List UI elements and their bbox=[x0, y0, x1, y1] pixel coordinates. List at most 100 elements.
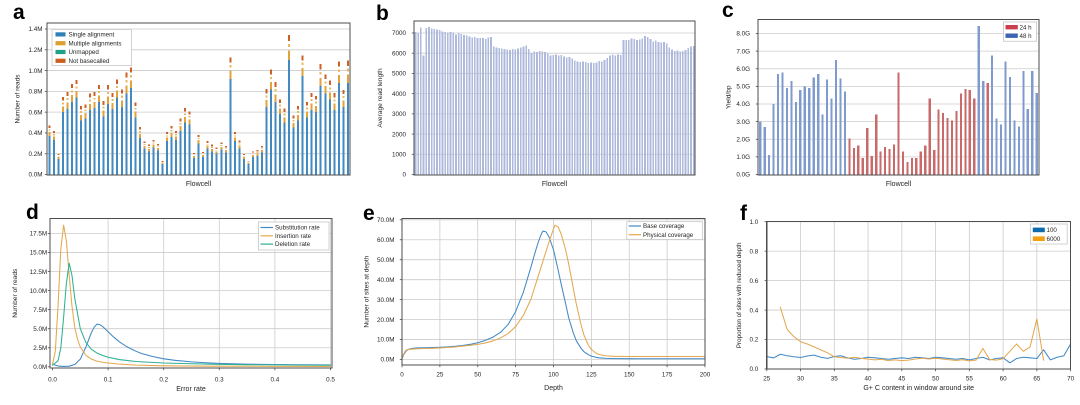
svg-text:1.0: 1.0 bbox=[750, 219, 759, 226]
svg-text:25: 25 bbox=[436, 372, 444, 379]
svg-text:1.0G: 1.0G bbox=[736, 154, 750, 161]
svg-text:15.0M: 15.0M bbox=[30, 250, 48, 257]
svg-text:45: 45 bbox=[898, 376, 906, 383]
svg-text:35: 35 bbox=[831, 376, 839, 383]
svg-text:0.2M: 0.2M bbox=[29, 151, 43, 158]
svg-text:0.4: 0.4 bbox=[271, 377, 280, 384]
svg-text:Flowcell: Flowcell bbox=[886, 181, 912, 188]
svg-text:30.0M: 30.0M bbox=[377, 297, 395, 304]
svg-text:7000: 7000 bbox=[392, 30, 407, 37]
svg-text:25: 25 bbox=[763, 376, 771, 383]
svg-text:4000: 4000 bbox=[392, 91, 407, 98]
svg-text:5.0M: 5.0M bbox=[33, 326, 47, 333]
svg-text:0.2: 0.2 bbox=[750, 337, 759, 344]
svg-text:c: c bbox=[722, 0, 734, 22]
svg-text:150: 150 bbox=[624, 372, 635, 379]
svg-text:Flowcell: Flowcell bbox=[186, 181, 212, 188]
svg-text:70: 70 bbox=[1067, 376, 1075, 383]
svg-text:0.2: 0.2 bbox=[159, 377, 168, 384]
svg-text:75: 75 bbox=[512, 372, 520, 379]
svg-text:0.4: 0.4 bbox=[750, 307, 759, 314]
svg-text:6000: 6000 bbox=[1047, 236, 1061, 243]
svg-text:G+ C content in window around: G+ C content in window around site bbox=[863, 385, 974, 392]
svg-text:Flowcell: Flowcell bbox=[542, 181, 568, 188]
svg-text:2.5M: 2.5M bbox=[33, 345, 47, 352]
svg-text:0.1: 0.1 bbox=[104, 377, 113, 384]
svg-text:0: 0 bbox=[402, 172, 406, 179]
svg-text:8.0G: 8.0G bbox=[736, 31, 750, 38]
svg-text:0.0M: 0.0M bbox=[381, 357, 395, 364]
svg-text:6000: 6000 bbox=[392, 50, 407, 57]
svg-text:0.0: 0.0 bbox=[48, 377, 57, 384]
svg-text:d: d bbox=[26, 201, 39, 224]
svg-text:Not basecalled: Not basecalled bbox=[69, 58, 110, 65]
svg-text:0.4M: 0.4M bbox=[29, 130, 43, 137]
svg-text:10.0M: 10.0M bbox=[30, 288, 48, 295]
svg-text:Base coverage: Base coverage bbox=[643, 223, 685, 230]
svg-text:Average read length: Average read length bbox=[377, 68, 384, 128]
svg-text:0.6: 0.6 bbox=[750, 278, 759, 285]
svg-text:65: 65 bbox=[1033, 376, 1041, 383]
svg-text:Depth: Depth bbox=[544, 385, 563, 392]
svg-text:0.0G: 0.0G bbox=[736, 172, 750, 179]
svg-text:Unmapped: Unmapped bbox=[69, 49, 100, 56]
svg-text:0.8: 0.8 bbox=[750, 248, 759, 255]
svg-text:100: 100 bbox=[548, 372, 559, 379]
svg-text:Number of sites at depth: Number of sites at depth bbox=[364, 255, 371, 327]
svg-text:0: 0 bbox=[400, 372, 404, 379]
svg-text:40.0M: 40.0M bbox=[377, 277, 395, 284]
svg-text:0.0M: 0.0M bbox=[29, 172, 43, 179]
svg-text:5.0G: 5.0G bbox=[736, 84, 750, 91]
svg-text:175: 175 bbox=[662, 372, 673, 379]
svg-text:70.0M: 70.0M bbox=[377, 217, 395, 224]
svg-text:0.6M: 0.6M bbox=[29, 109, 43, 116]
svg-text:0.5: 0.5 bbox=[326, 377, 335, 384]
svg-text:40: 40 bbox=[865, 376, 873, 383]
svg-text:Insertion rate: Insertion rate bbox=[275, 233, 312, 240]
svg-text:0.0: 0.0 bbox=[750, 366, 759, 373]
svg-text:Proportion of sites with reduc: Proportion of sites with reduced depth bbox=[736, 242, 743, 348]
svg-text:55: 55 bbox=[966, 376, 974, 383]
svg-text:200: 200 bbox=[700, 372, 711, 379]
svg-text:Number of reads: Number of reads bbox=[12, 268, 19, 318]
svg-text:Single alignment: Single alignment bbox=[69, 32, 115, 39]
svg-text:50: 50 bbox=[932, 376, 940, 383]
svg-text:0.3: 0.3 bbox=[215, 377, 224, 384]
svg-text:Multiple alignments: Multiple alignments bbox=[69, 40, 122, 47]
svg-text:b: b bbox=[376, 2, 389, 25]
svg-text:1.4M: 1.4M bbox=[29, 26, 43, 33]
svg-text:20.0M: 20.0M bbox=[377, 317, 395, 324]
svg-text:6.0G: 6.0G bbox=[736, 66, 750, 73]
svg-text:30: 30 bbox=[797, 376, 805, 383]
svg-text:1.2M: 1.2M bbox=[29, 47, 43, 54]
svg-text:3.0G: 3.0G bbox=[736, 119, 750, 126]
svg-text:a: a bbox=[13, 1, 25, 24]
svg-text:Deletion rate: Deletion rate bbox=[275, 241, 311, 248]
svg-text:12.5M: 12.5M bbox=[30, 269, 48, 276]
svg-text:125: 125 bbox=[586, 372, 597, 379]
svg-text:e: e bbox=[363, 202, 375, 225]
svg-text:1000: 1000 bbox=[392, 151, 407, 158]
svg-text:60.0M: 60.0M bbox=[377, 237, 395, 244]
svg-text:24 h: 24 h bbox=[1020, 25, 1033, 32]
svg-text:100: 100 bbox=[1047, 227, 1058, 234]
svg-text:50.0M: 50.0M bbox=[377, 257, 395, 264]
svg-text:10.0M: 10.0M bbox=[377, 337, 395, 344]
svg-text:2.0G: 2.0G bbox=[736, 136, 750, 143]
svg-text:2000: 2000 bbox=[392, 131, 407, 138]
svg-text:Error rate: Error rate bbox=[176, 386, 206, 393]
svg-text:48 h: 48 h bbox=[1020, 33, 1033, 40]
svg-text:Substitution rate: Substitution rate bbox=[275, 225, 320, 232]
svg-text:50: 50 bbox=[474, 372, 482, 379]
svg-text:60: 60 bbox=[1000, 376, 1008, 383]
svg-text:5000: 5000 bbox=[392, 71, 407, 78]
svg-text:7.0G: 7.0G bbox=[736, 48, 750, 55]
svg-text:f: f bbox=[740, 202, 748, 225]
svg-text:0.0M: 0.0M bbox=[33, 364, 47, 371]
svg-text:7.5M: 7.5M bbox=[33, 307, 47, 314]
svg-text:0.8M: 0.8M bbox=[29, 89, 43, 96]
svg-text:Yield/bp: Yield/bp bbox=[726, 85, 733, 109]
svg-text:Number of reads: Number of reads bbox=[15, 74, 22, 124]
svg-text:4.0G: 4.0G bbox=[736, 101, 750, 108]
svg-text:Physical coverage: Physical coverage bbox=[643, 232, 694, 239]
